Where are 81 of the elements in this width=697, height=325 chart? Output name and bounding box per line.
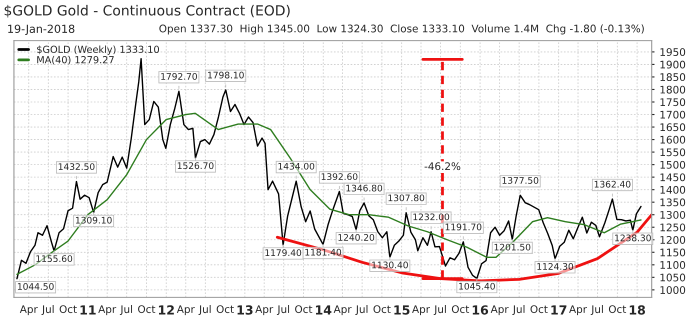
x-tick-label: Jul: [41, 305, 54, 316]
y-tick-label: 1100: [660, 261, 686, 269]
text: Open 1337.30 High 1345.00 Low 1324.30 Close 1333.10 Volume 1.4M Chg -1.80 (-0.13%): [159, 24, 644, 34]
annotation: 1432.50: [58, 163, 95, 170]
x-tick-label: Apr: [20, 305, 38, 316]
x-tick-label: Apr: [490, 305, 509, 316]
x-tick-label: 18: [630, 305, 646, 315]
legend-label: $GOLD (Weekly) 1333.10: [37, 45, 159, 55]
annotation: 1155.60: [36, 255, 72, 262]
y-tick-label: 1400: [660, 186, 686, 194]
x-tick-label: 15: [394, 305, 410, 315]
annotation: 1191.70: [446, 224, 482, 230]
annotation: -46.2%: [424, 162, 460, 170]
y-tick-label: 1700: [660, 110, 686, 119]
x-tick-label: Apr: [334, 305, 352, 316]
annotation: 1232.00: [413, 213, 450, 220]
annotation: 1238.30: [615, 234, 651, 242]
y-tick-label: 1200: [660, 236, 686, 244]
x-tick-label: Jul: [355, 305, 368, 316]
y-tick-label: 1550: [660, 148, 686, 156]
y-tick-label: 1250: [660, 223, 686, 232]
y-tick-label: 1500: [660, 160, 686, 169]
y-tick-label: 1450: [660, 173, 686, 182]
x-tick-label: 13: [238, 305, 253, 315]
annotation: 1201.50: [494, 244, 530, 251]
x-tick-label: Apr: [255, 305, 274, 316]
annotation: 1045.40: [459, 282, 495, 290]
y-tick-label: 1800: [660, 86, 686, 94]
x-tick-label: Apr: [412, 305, 430, 316]
y-tick-label: 1300: [660, 210, 686, 219]
annotation: 1526.70: [178, 162, 214, 170]
x-tick-label: Oct: [295, 305, 312, 314]
annotation: 1044.50: [18, 283, 54, 290]
x-tick-label: Oct: [452, 305, 470, 314]
annotation: 1124.30: [537, 263, 574, 270]
x-tick-label: Apr: [176, 305, 195, 316]
annotation: 1179.40: [265, 249, 302, 256]
x-tick-label: 16: [472, 305, 488, 315]
x-tick-label: Jul: [120, 305, 132, 316]
annotation: 1307.80: [388, 194, 424, 202]
x-tick-label: 17: [551, 305, 566, 315]
y-tick-label: 1900: [660, 60, 686, 69]
x-tick-label: Jul: [512, 305, 524, 316]
x-tick-label: Jul: [198, 305, 211, 316]
annotation: 1309.10: [76, 216, 112, 224]
x-tick-label: Oct: [530, 305, 548, 314]
annotation: 1434.00: [278, 162, 314, 170]
x-tick-label: Oct: [608, 305, 626, 314]
annotation: 1792.70: [161, 73, 197, 80]
y-tick-label: 1600: [660, 136, 686, 144]
x-tick-label: Oct: [373, 305, 391, 314]
annotation: 1346.80: [346, 184, 382, 192]
annotation: 1798.10: [208, 72, 244, 78]
y-tick-label: 1350: [660, 198, 686, 206]
y-tick-label: 1650: [660, 123, 686, 132]
x-tick-label: Jul: [276, 305, 290, 316]
x-tick-label: Oct: [216, 305, 234, 314]
x-tick-label: Oct: [60, 305, 77, 314]
x-tick-label: Jul: [590, 305, 603, 316]
x-tick-label: Apr: [98, 305, 116, 316]
annotation: 1181.40: [305, 248, 342, 256]
x-tick-label: Oct: [138, 305, 156, 314]
y-tick-label: 1750: [660, 98, 686, 106]
y-tick-label: 1150: [660, 248, 686, 256]
annotation: 1240.20: [338, 234, 374, 241]
y-tick-label: 1000: [660, 286, 686, 294]
chart-title: $GOLD Gold - Continuous Contract (EOD): [4, 4, 290, 18]
x-tick-label: 12: [158, 305, 174, 315]
y-tick-label: 1850: [660, 73, 686, 82]
annotation: 1377.50: [502, 177, 538, 184]
x-tick-label: Jul: [434, 305, 446, 316]
annotation: 1392.60: [322, 173, 358, 180]
annotation: 1130.40: [372, 262, 408, 268]
x-tick-label: 14: [316, 305, 332, 315]
y-tick-label: 1050: [660, 274, 686, 282]
legend-label: MA(40) 1279.27: [37, 56, 114, 65]
x-tick-label: 11: [80, 305, 96, 315]
x-tick-label: Apr: [569, 305, 588, 316]
chart-subtitle: 19-Jan-2018: [8, 24, 74, 36]
annotation: 1362.40: [594, 180, 630, 188]
y-tick-label: 1950: [660, 48, 686, 56]
